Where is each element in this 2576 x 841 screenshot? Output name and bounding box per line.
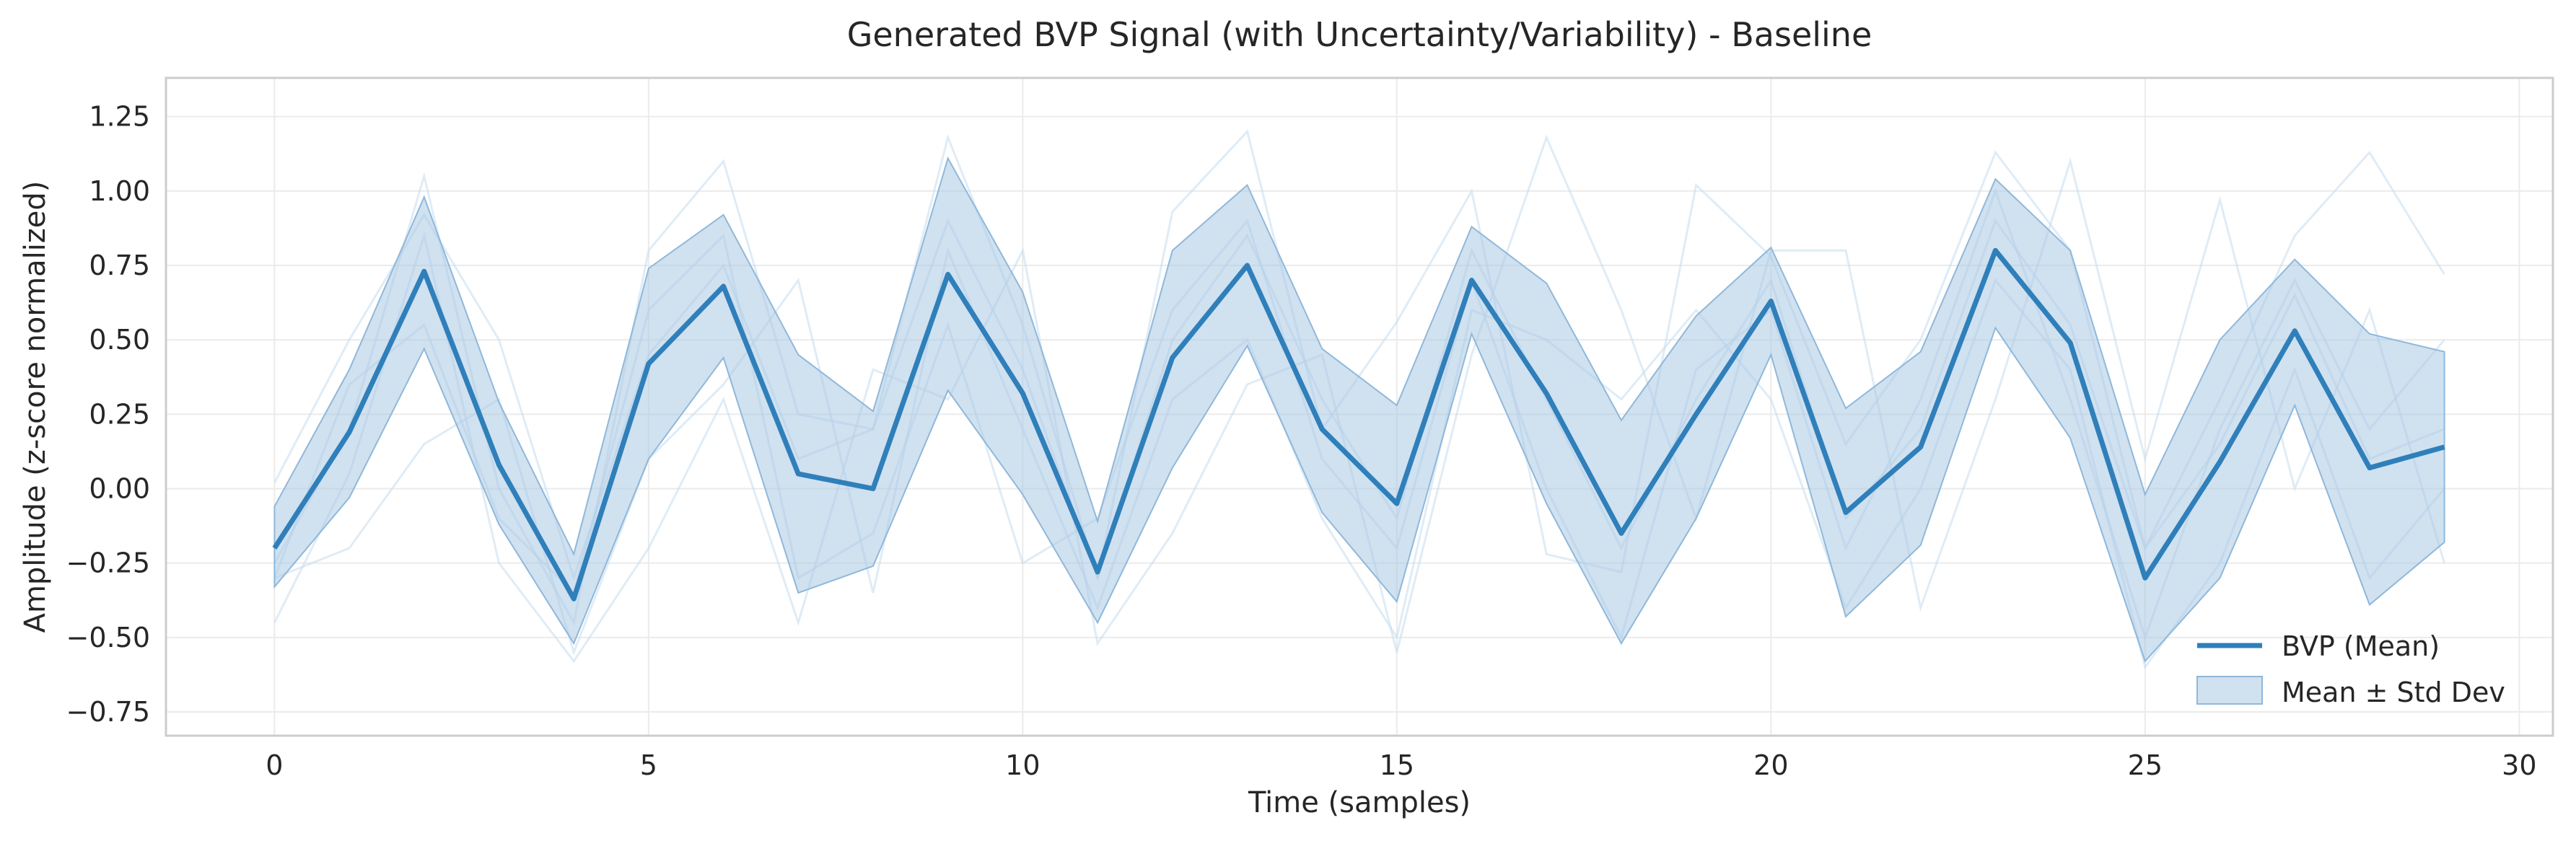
x-tick-label-3: 15 bbox=[1380, 749, 1414, 781]
y-tick-label-1: −0.50 bbox=[66, 622, 150, 653]
x-axis-label: Time (samples) bbox=[1248, 786, 1471, 819]
legend-band-swatch bbox=[2196, 676, 2263, 705]
x-tick-label-5: 25 bbox=[2128, 749, 2163, 781]
x-axis-ticks: 0 5 10 15 20 25 30 bbox=[266, 749, 2536, 781]
legend: BVP (Mean) Mean ± Std Dev bbox=[2196, 630, 2505, 708]
y-tick-label-6: 0.75 bbox=[89, 250, 150, 281]
y-axis-label: Amplitude (z-score normalized) bbox=[19, 181, 52, 633]
std-dev-band bbox=[273, 156, 2445, 663]
y-axis-ticks: −0.75 −0.50 −0.25 0.00 0.25 0.50 0.75 1.00 1.25 bbox=[66, 101, 150, 728]
y-tick-label-5: 0.50 bbox=[89, 324, 150, 356]
x-tick-label-4: 20 bbox=[1753, 749, 1788, 781]
x-tick-label-2: 10 bbox=[1005, 749, 1040, 781]
legend-mean-label: BVP (Mean) bbox=[2282, 630, 2440, 662]
x-tick-label-6: 30 bbox=[2502, 749, 2536, 781]
plot-frame bbox=[165, 76, 2554, 737]
y-tick-label-7: 1.00 bbox=[89, 175, 150, 207]
y-tick-label-3: 0.00 bbox=[89, 472, 150, 504]
y-tick-label-8: 1.25 bbox=[89, 101, 150, 133]
x-tick-label-0: 0 bbox=[266, 749, 283, 781]
x-tick-label-1: 5 bbox=[640, 749, 657, 781]
chart-title: Generated BVP Signal (with Uncertainty/V… bbox=[847, 15, 1872, 54]
mean-line bbox=[272, 247, 2445, 602]
y-tick-label-2: −0.25 bbox=[66, 547, 150, 579]
legend-band-label: Mean ± Std Dev bbox=[2282, 677, 2505, 708]
y-tick-label-0: −0.75 bbox=[66, 696, 150, 728]
y-tick-label-4: 0.25 bbox=[89, 398, 150, 430]
